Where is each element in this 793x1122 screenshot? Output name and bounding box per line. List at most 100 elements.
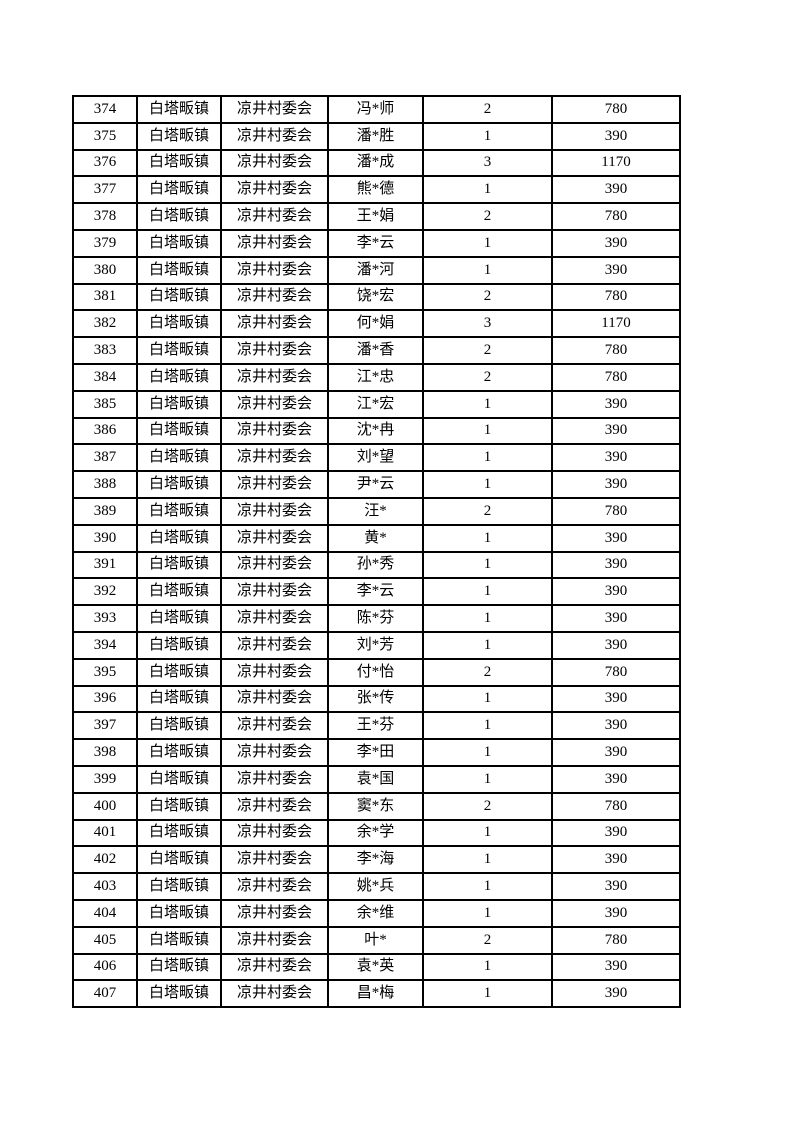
count-cell: 1	[423, 685, 552, 713]
amount-cell: 390	[552, 122, 680, 150]
village-committee-cell: 凉井村委会	[221, 980, 328, 1008]
amount-cell: 780	[552, 203, 680, 230]
village-committee-cell: 凉井村委会	[221, 953, 328, 981]
serial-number-cell: 392	[73, 578, 137, 606]
table-row: 376 白塔畈镇 凉井村委会 潘*成 3 1170	[73, 149, 680, 177]
table-row: 387 白塔畈镇 凉井村委会 刘*望 1 390	[73, 444, 680, 472]
serial-number-cell: 378	[73, 203, 137, 230]
person-name-cell: 饶*宏	[328, 283, 423, 311]
table-row: 374 白塔畈镇 凉井村委会 冯*师 2 780	[73, 96, 680, 123]
serial-number-cell: 386	[73, 417, 137, 445]
village-committee-cell: 凉井村委会	[221, 819, 328, 847]
count-cell: 2	[423, 337, 552, 364]
table-row: 396 白塔畈镇 凉井村委会 张*传 1 390	[73, 685, 680, 713]
town-cell: 白塔畈镇	[137, 471, 221, 498]
table-row: 394 白塔畈镇 凉井村委会 刘*芳 1 390	[73, 631, 680, 659]
person-name-cell: 潘*河	[328, 256, 423, 284]
town-cell: 白塔畈镇	[137, 685, 221, 713]
village-committee-cell: 凉井村委会	[221, 873, 328, 900]
town-cell: 白塔畈镇	[137, 819, 221, 847]
amount-cell: 390	[552, 631, 680, 659]
count-cell: 1	[423, 578, 552, 606]
village-committee-cell: 凉井村委会	[221, 846, 328, 874]
village-committee-cell: 凉井村委会	[221, 524, 328, 552]
village-committee-cell: 凉井村委会	[221, 310, 328, 338]
serial-number-cell: 379	[73, 229, 137, 257]
count-cell: 1	[423, 444, 552, 472]
village-committee-cell: 凉井村委会	[221, 363, 328, 391]
town-cell: 白塔畈镇	[137, 417, 221, 445]
person-name-cell: 江*忠	[328, 363, 423, 391]
village-committee-cell: 凉井村委会	[221, 176, 328, 204]
amount-cell: 390	[552, 578, 680, 606]
person-name-cell: 李*田	[328, 739, 423, 766]
village-committee-cell: 凉井村委会	[221, 578, 328, 606]
table-row: 380 白塔畈镇 凉井村委会 潘*河 1 390	[73, 256, 680, 284]
town-cell: 白塔畈镇	[137, 792, 221, 820]
serial-number-cell: 388	[73, 471, 137, 498]
count-cell: 1	[423, 256, 552, 284]
count-cell: 1	[423, 712, 552, 740]
town-cell: 白塔畈镇	[137, 203, 221, 230]
table-row: 405 白塔畈镇 凉井村委会 叶* 2 780	[73, 926, 680, 954]
person-name-cell: 窦*东	[328, 792, 423, 820]
table-row: 398 白塔畈镇 凉井村委会 李*田 1 390	[73, 739, 680, 766]
amount-cell: 1170	[552, 149, 680, 177]
count-cell: 1	[423, 551, 552, 579]
table-row: 392 白塔畈镇 凉井村委会 李*云 1 390	[73, 578, 680, 606]
amount-cell: 780	[552, 792, 680, 820]
person-name-cell: 张*传	[328, 685, 423, 713]
table-row: 375 白塔畈镇 凉井村委会 潘*胜 1 390	[73, 122, 680, 150]
amount-cell: 390	[552, 712, 680, 740]
serial-number-cell: 394	[73, 631, 137, 659]
serial-number-cell: 387	[73, 444, 137, 472]
count-cell: 3	[423, 149, 552, 177]
count-cell: 1	[423, 631, 552, 659]
count-cell: 2	[423, 363, 552, 391]
count-cell: 1	[423, 390, 552, 418]
village-committee-cell: 凉井村委会	[221, 605, 328, 632]
count-cell: 1	[423, 524, 552, 552]
village-committee-cell: 凉井村委会	[221, 899, 328, 927]
amount-cell: 390	[552, 819, 680, 847]
amount-cell: 390	[552, 471, 680, 498]
amount-cell: 780	[552, 96, 680, 123]
table-row: 378 白塔畈镇 凉井村委会 王*娟 2 780	[73, 203, 680, 230]
town-cell: 白塔畈镇	[137, 337, 221, 364]
town-cell: 白塔畈镇	[137, 899, 221, 927]
beneficiary-table: 374 白塔畈镇 凉井村委会 冯*师 2 780 375 白塔畈镇 凉井村委会 潘*胜 1 390 37…	[72, 95, 681, 1009]
serial-number-cell: 389	[73, 497, 137, 525]
serial-number-cell: 398	[73, 739, 137, 766]
amount-cell: 390	[552, 176, 680, 204]
amount-cell: 780	[552, 658, 680, 686]
count-cell: 1	[423, 176, 552, 204]
town-cell: 白塔畈镇	[137, 953, 221, 981]
person-name-cell: 孙*秀	[328, 551, 423, 579]
town-cell: 白塔畈镇	[137, 497, 221, 525]
count-cell: 1	[423, 819, 552, 847]
count-cell: 1	[423, 899, 552, 927]
village-committee-cell: 凉井村委会	[221, 390, 328, 418]
serial-number-cell: 396	[73, 685, 137, 713]
village-committee-cell: 凉井村委会	[221, 792, 328, 820]
town-cell: 白塔畈镇	[137, 578, 221, 606]
town-cell: 白塔畈镇	[137, 390, 221, 418]
village-committee-cell: 凉井村委会	[221, 631, 328, 659]
person-name-cell: 王*娟	[328, 203, 423, 230]
person-name-cell: 袁*国	[328, 765, 423, 793]
amount-cell: 1170	[552, 310, 680, 338]
serial-number-cell: 375	[73, 122, 137, 150]
amount-cell: 390	[552, 873, 680, 900]
serial-number-cell: 393	[73, 605, 137, 632]
table-row: 399 白塔畈镇 凉井村委会 袁*国 1 390	[73, 765, 680, 793]
village-committee-cell: 凉井村委会	[221, 658, 328, 686]
amount-cell: 390	[552, 417, 680, 445]
person-name-cell: 何*娟	[328, 310, 423, 338]
village-committee-cell: 凉井村委会	[221, 149, 328, 177]
person-name-cell: 汪*	[328, 497, 423, 525]
table-row: 389 白塔畈镇 凉井村委会 汪* 2 780	[73, 497, 680, 525]
count-cell: 2	[423, 96, 552, 123]
table-row: 403 白塔畈镇 凉井村委会 姚*兵 1 390	[73, 873, 680, 900]
table-row: 377 白塔畈镇 凉井村委会 熊*德 1 390	[73, 176, 680, 204]
